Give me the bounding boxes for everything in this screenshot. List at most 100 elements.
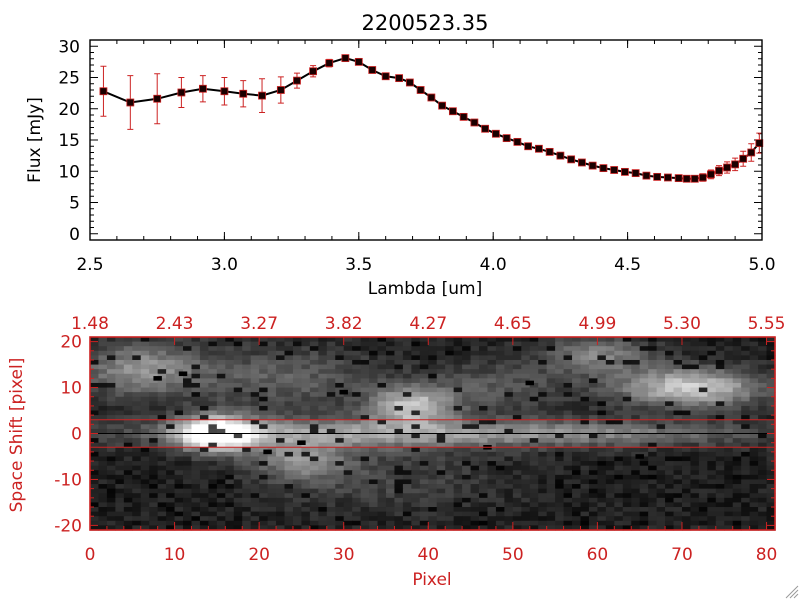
image-pixel [605,516,615,522]
image-pixel [681,392,692,398]
image-pixel [698,396,708,402]
image-pixel [208,442,218,448]
image-pixel [225,442,235,448]
image-pixel [673,405,683,412]
image-pixel [605,461,615,467]
image-pixel [157,511,167,517]
image-pixel [724,369,734,375]
image-pixel [208,355,218,361]
image-pixel [648,415,658,421]
image-pixel [648,484,658,490]
image-pixel [428,451,438,458]
image-pixel [343,493,353,499]
image-pixel [546,525,556,531]
image-pixel [250,479,260,485]
image-pixel [462,511,472,517]
image-pixel [597,387,607,393]
image-pixel [225,396,235,402]
image-pixel [462,364,472,370]
y-tick-label: 25 [58,69,80,89]
image-pixel [724,341,734,347]
image-pixel [106,387,116,393]
image-pixel [276,387,286,393]
image-pixel [588,359,599,366]
image-pixel [766,405,776,412]
image-pixel [479,502,489,508]
image-pixel [555,337,565,343]
image-pixel [123,396,133,402]
image-pixel [758,433,768,439]
image-pixel [106,364,116,370]
image-pixel [233,415,243,421]
image-pixel [250,520,260,527]
image-pixel [106,484,116,490]
image-pixel [98,410,108,416]
image-pixel [335,470,345,476]
image-pixel [445,465,455,471]
image-pixel [377,373,387,379]
image-pixel [385,346,396,352]
image-pixel [216,502,226,508]
image-pixel [681,346,692,352]
image-pixel [335,428,345,435]
image-pixel [419,378,429,384]
image-pixel [301,350,311,356]
image-pixel [546,474,556,481]
image-pixel [250,364,260,370]
image-pixel [385,428,396,435]
image-pixel [98,516,108,522]
image-pixel [588,484,599,490]
image-pixel [140,451,150,458]
image-pixel [419,474,429,481]
image-pixel [360,378,370,384]
image-pixel [453,484,463,490]
image-pixel [174,346,184,352]
image-pixel [309,378,319,384]
image-pixel [741,507,751,513]
image-pixel [614,387,624,393]
image-pixel [242,511,252,517]
image-pixel [369,369,379,375]
resize-grip-icon[interactable] [785,585,799,599]
image-pixel [394,525,404,531]
image-pixel [504,520,514,527]
image-pixel [707,337,717,343]
image-pixel [555,474,565,481]
image-pixel [529,369,539,375]
image-pixel [360,433,370,439]
image-pixel [90,520,100,527]
image-pixel [470,350,480,356]
flux-plot-frame [89,39,763,241]
image-pixel [259,364,269,370]
image-pixel [242,387,252,393]
data-point [198,84,207,93]
image-pixel [529,520,539,527]
image-pixel [318,346,328,352]
image-pixel [479,520,489,527]
image-pixel [758,369,768,375]
image-pixel [157,470,167,476]
image-pixel [225,461,235,467]
image-pixel [698,364,708,370]
data-point [325,59,334,68]
image-pixel [741,341,751,347]
image-pixel [225,350,235,356]
image-pixel [428,511,438,517]
image-pixel [233,507,243,513]
image-pixel [309,359,319,366]
image-pixel [394,396,404,402]
image-pixel [749,507,759,513]
image-pixel [707,447,717,453]
image-pixel [631,415,641,421]
data-point [99,87,108,96]
image-pixel [216,465,226,471]
image-pixel [538,511,548,517]
image-pixel [394,479,404,485]
image-pixel [479,488,489,494]
data-point [395,74,404,83]
image-pixel [301,337,311,343]
image-pixel [436,346,446,352]
image-pixel [572,392,582,398]
image-pixel [284,428,294,435]
image-pixel [191,488,201,494]
